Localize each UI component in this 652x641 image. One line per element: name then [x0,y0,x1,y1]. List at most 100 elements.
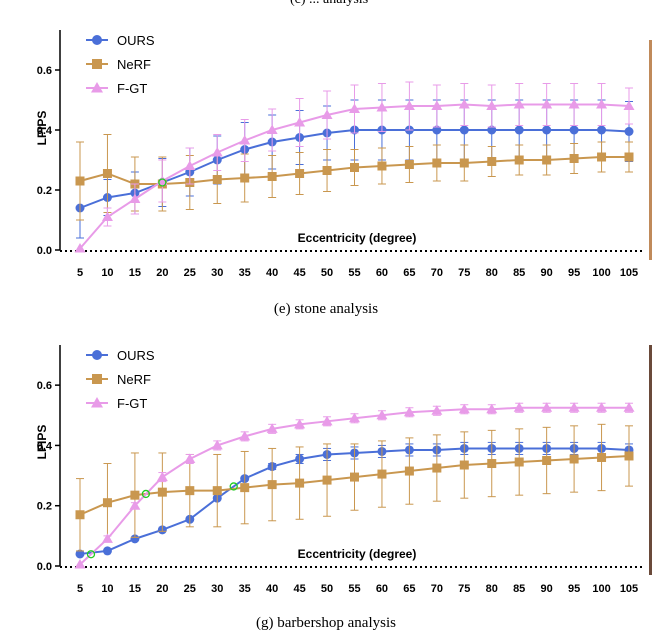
legend: OURS NeRF F-GT [86,33,155,96]
x-tick-label: 45 [293,583,305,595]
data-point [185,486,195,496]
data-point [404,160,414,169]
data-point [403,406,415,417]
y-tick-label: 0.4 [37,440,53,452]
data-point [74,558,86,569]
data-point [239,135,251,145]
x-tick-label: 75 [458,267,470,279]
data-point [569,125,579,135]
y-tick-label: 0.2 [37,185,52,197]
legend-marker [91,82,103,93]
x-tick-label: 65 [403,583,415,595]
x-tick-label: 35 [239,583,251,595]
data-point [211,147,223,157]
data-point [240,173,250,183]
data-point [542,456,552,465]
chart-caption: (g) barbershop analysis [256,615,396,631]
data-point [596,99,608,109]
x-tick-label: 45 [293,267,305,279]
previous-caption-text: (c) ... analysis [290,0,368,8]
crossover-marker [141,489,151,499]
data-point [266,124,278,134]
data-point [102,498,112,508]
data-point [458,99,470,109]
x-tick-label: 90 [541,583,553,595]
y-axis-label: LPIPS [35,425,49,460]
data-point [623,402,635,412]
data-point [75,549,85,559]
x-tick-label: 105 [620,583,638,595]
data-point [432,158,442,168]
data-point [624,152,634,162]
data-point [211,439,223,450]
data-point [514,125,524,135]
crossover-marker [229,482,238,491]
crossover-marker [86,550,96,559]
data-point [350,163,359,172]
x-tick-label: 65 [403,267,415,279]
data-point [322,166,332,175]
data-point [568,99,580,109]
data-point [459,460,469,470]
x-tick-label: 95 [568,583,580,595]
data-point [432,463,442,473]
data-point [184,453,196,463]
x-tick-label: 80 [486,583,498,595]
x-tick-label: 15 [129,583,141,595]
data-point [75,510,85,520]
data-point [404,466,414,476]
data-point [541,402,553,412]
x-tick-label: 70 [431,267,443,279]
x-tick-label: 95 [568,267,580,279]
data-point [486,100,498,110]
data-point [156,175,168,185]
data-point [514,457,524,467]
legend-label: NeRF [117,57,151,72]
legend-label: F-GT [117,81,147,96]
x-tick-label: 60 [376,267,388,279]
data-point [431,405,443,415]
data-point [240,483,250,493]
x-tick-label: 10 [101,583,113,595]
data-point [542,125,552,135]
series-f-gt [74,81,635,253]
data-point [513,402,525,412]
chart-stone: 0.0 0.2 0.4 0.6 LPIPS 5 10 15 20 25 30 35 40 45 50 55 60… [35,30,643,317]
data-point [75,176,85,186]
x-tick-label: 10 [101,267,113,279]
x-tick-label: 80 [486,267,498,279]
data-point [239,430,251,441]
data-point [102,169,112,178]
x-tick-label: 90 [541,267,553,279]
data-point [212,175,222,184]
x-tick-label: 50 [321,583,333,595]
data-point [129,193,141,203]
data-point [376,409,388,420]
data-point [101,533,113,543]
x-tick-label: 100 [592,583,610,595]
data-point [513,99,525,109]
data-point [349,412,360,423]
data-point [487,125,497,135]
y-tick-label: 0.0 [37,561,52,573]
x-tick-label: 40 [266,267,278,279]
data-point [321,415,333,426]
x-tick-label: 35 [239,267,251,279]
data-point [130,490,140,500]
data-point [350,472,359,482]
x-tick-label: 55 [348,267,360,279]
crossover-marker [158,178,167,187]
data-point [459,125,469,135]
x-tick-label: 85 [513,583,525,595]
x-tick-label: 30 [211,583,223,595]
data-point [403,100,415,110]
x-tick-label: 100 [592,267,610,279]
data-point [569,454,579,464]
y-axis-label: LPIPS [35,111,49,146]
data-point [130,534,140,544]
x-tick-label: 70 [431,583,443,595]
data-point [377,469,387,479]
image-edge-strip [649,345,652,575]
legend-label: NeRF [117,372,151,387]
x-axis-label: Eccentricity (degree) [298,231,417,245]
